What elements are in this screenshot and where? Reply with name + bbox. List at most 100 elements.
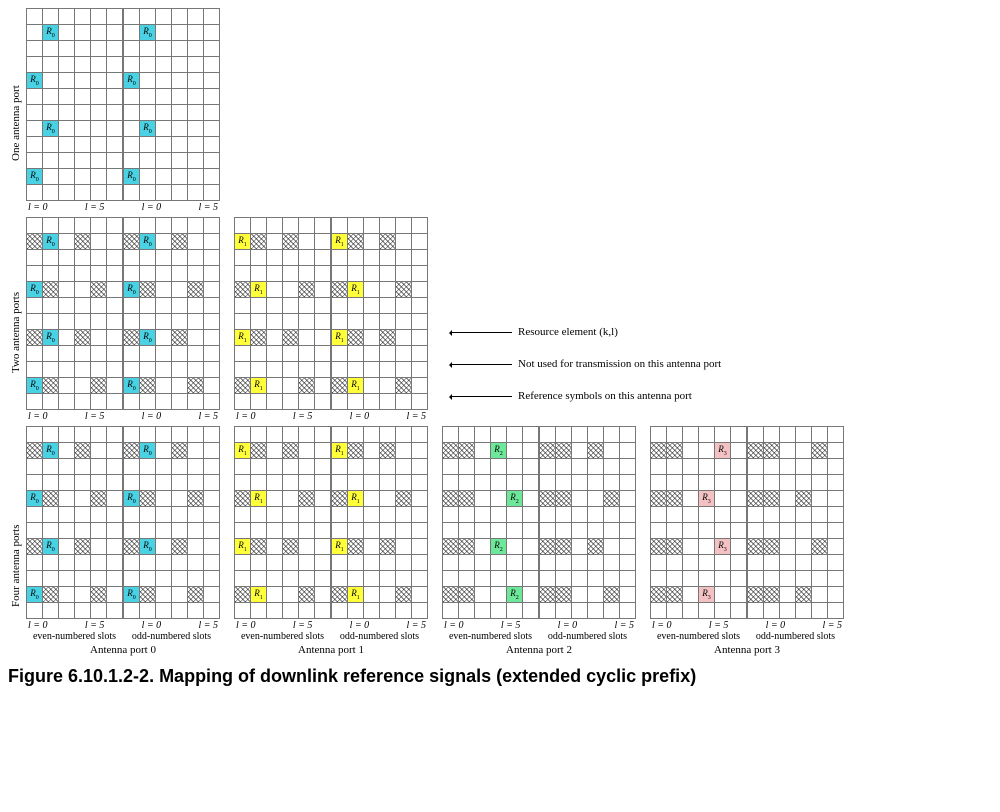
resource-element: [27, 394, 43, 410]
resource-element: [75, 427, 91, 443]
resource-element: [604, 603, 620, 619]
resource-element: [731, 587, 747, 603]
resource-element: [283, 555, 299, 571]
resource-element: [267, 523, 283, 539]
resource-element: [396, 475, 412, 491]
ref-symbol-port0: R0: [140, 234, 156, 250]
resource-element: [172, 9, 188, 25]
resource-element: [91, 443, 107, 459]
not-used-cell: [380, 443, 396, 459]
resource-element: [715, 427, 731, 443]
not-used-cell: [299, 491, 315, 507]
not-used-cell: [651, 443, 667, 459]
resource-element: [172, 298, 188, 314]
resource-element: [156, 41, 172, 57]
resource-element: [396, 298, 412, 314]
resource-element: [812, 427, 828, 443]
resource-element: [43, 314, 59, 330]
resource-element: [43, 153, 59, 169]
resource-element: [204, 9, 220, 25]
not-used-cell: [651, 539, 667, 555]
resource-element: [75, 105, 91, 121]
resource-element: [75, 603, 91, 619]
resource-element: [523, 571, 539, 587]
resource-element: [188, 443, 204, 459]
resource-element: [43, 218, 59, 234]
not-used-cell: [235, 587, 251, 603]
resource-element: [299, 330, 315, 346]
resource-element: [204, 587, 220, 603]
resource-element: [107, 57, 123, 73]
resource-element: [283, 314, 299, 330]
not-used-cell: [540, 491, 556, 507]
resource-element: [59, 314, 75, 330]
resource-element: [620, 491, 636, 507]
resource-element: [412, 250, 428, 266]
resource-element: [27, 314, 43, 330]
resource-element: [299, 234, 315, 250]
ref-symbol-port1: R1: [251, 378, 267, 394]
resource-element: [251, 475, 267, 491]
resource-element: [667, 523, 683, 539]
resource-element: [251, 298, 267, 314]
ref-symbol-port3: R3: [699, 491, 715, 507]
resource-element: [556, 571, 572, 587]
resource-element: [683, 555, 699, 571]
grid-port1-four: R1R1R1R1R1R1R1R1 l = 0 l = 5 l = 0 l = 5…: [234, 426, 428, 656]
resource-element: [188, 121, 204, 137]
not-used-cell: [235, 491, 251, 507]
row-one-port: One antenna port R0R0R0R0R0R0R0R0 l = 0 …: [8, 8, 992, 213]
resource-element: [475, 555, 491, 571]
resource-element: [507, 427, 523, 443]
resource-element: [107, 298, 123, 314]
resource-element: [27, 41, 43, 57]
resource-element: [507, 523, 523, 539]
resource-element: [107, 73, 123, 89]
not-used-cell: [332, 491, 348, 507]
resource-element: [172, 266, 188, 282]
resource-element: [764, 427, 780, 443]
resource-element: [299, 459, 315, 475]
resource-element: [156, 507, 172, 523]
resource-element: [59, 427, 75, 443]
resource-element: [188, 314, 204, 330]
resource-element: [59, 137, 75, 153]
resource-element: [443, 603, 459, 619]
resource-element: [699, 539, 715, 555]
not-used-cell: [283, 234, 299, 250]
resource-element: [75, 169, 91, 185]
resource-element: [620, 459, 636, 475]
resource-element: [91, 603, 107, 619]
resource-element: [251, 603, 267, 619]
resource-element: [780, 571, 796, 587]
resource-element: [172, 89, 188, 105]
resource-element: [107, 250, 123, 266]
resource-element: [540, 427, 556, 443]
resource-element: [59, 105, 75, 121]
resource-element: [283, 346, 299, 362]
resource-element: [188, 234, 204, 250]
not-used-cell: [172, 539, 188, 555]
resource-element: [315, 459, 331, 475]
resource-element: [475, 475, 491, 491]
resource-element: [107, 25, 123, 41]
ref-symbol-port3: R3: [715, 539, 731, 555]
resource-element: [140, 266, 156, 282]
resource-element: [540, 603, 556, 619]
resource-element: [523, 555, 539, 571]
resource-element: [348, 603, 364, 619]
not-used-cell: [299, 378, 315, 394]
resource-element: [348, 555, 364, 571]
resource-element: [748, 475, 764, 491]
resource-element: [75, 555, 91, 571]
not-used-cell: [172, 234, 188, 250]
resource-element: [43, 507, 59, 523]
resource-element: [156, 491, 172, 507]
resource-element: [172, 394, 188, 410]
not-used-cell: [443, 491, 459, 507]
resource-element: [396, 443, 412, 459]
resource-element: [172, 121, 188, 137]
resource-element: [572, 555, 588, 571]
ref-symbol-port0: R0: [27, 282, 43, 298]
resource-element: [283, 459, 299, 475]
